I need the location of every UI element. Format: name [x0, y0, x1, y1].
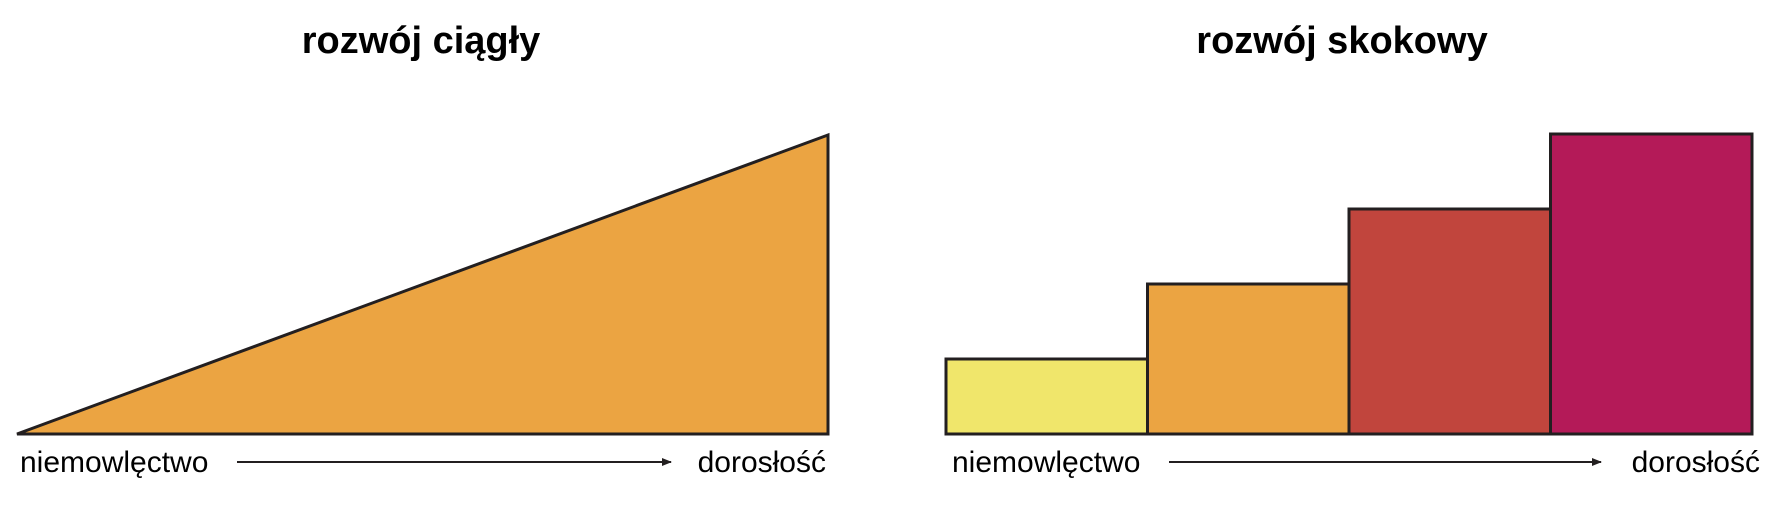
continuous-development-panel: rozwój ciągły niemowlęctwo dorosłość	[16, 20, 830, 479]
continuous-end-label: dorosłość	[698, 446, 826, 479]
stepwise-start-label: niemowlęctwo	[952, 446, 1140, 479]
stepwise-title: rozwój skokowy	[1196, 20, 1487, 62]
step-block-1	[944, 357, 1149, 436]
stepwise-development-panel: rozwój skokowy niemowlęctwo dorosłość	[944, 20, 1760, 479]
continuous-growth-triangle	[16, 132, 830, 436]
stepwise-end-label: dorosłość	[1632, 446, 1760, 479]
step-block-3	[1347, 207, 1552, 436]
continuous-start-label: niemowlęctwo	[20, 446, 208, 479]
continuous-title: rozwój ciągły	[302, 20, 541, 62]
step-block-2	[1146, 282, 1351, 436]
stepwise-steps-group	[944, 132, 1754, 436]
step-block-4	[1549, 132, 1754, 436]
